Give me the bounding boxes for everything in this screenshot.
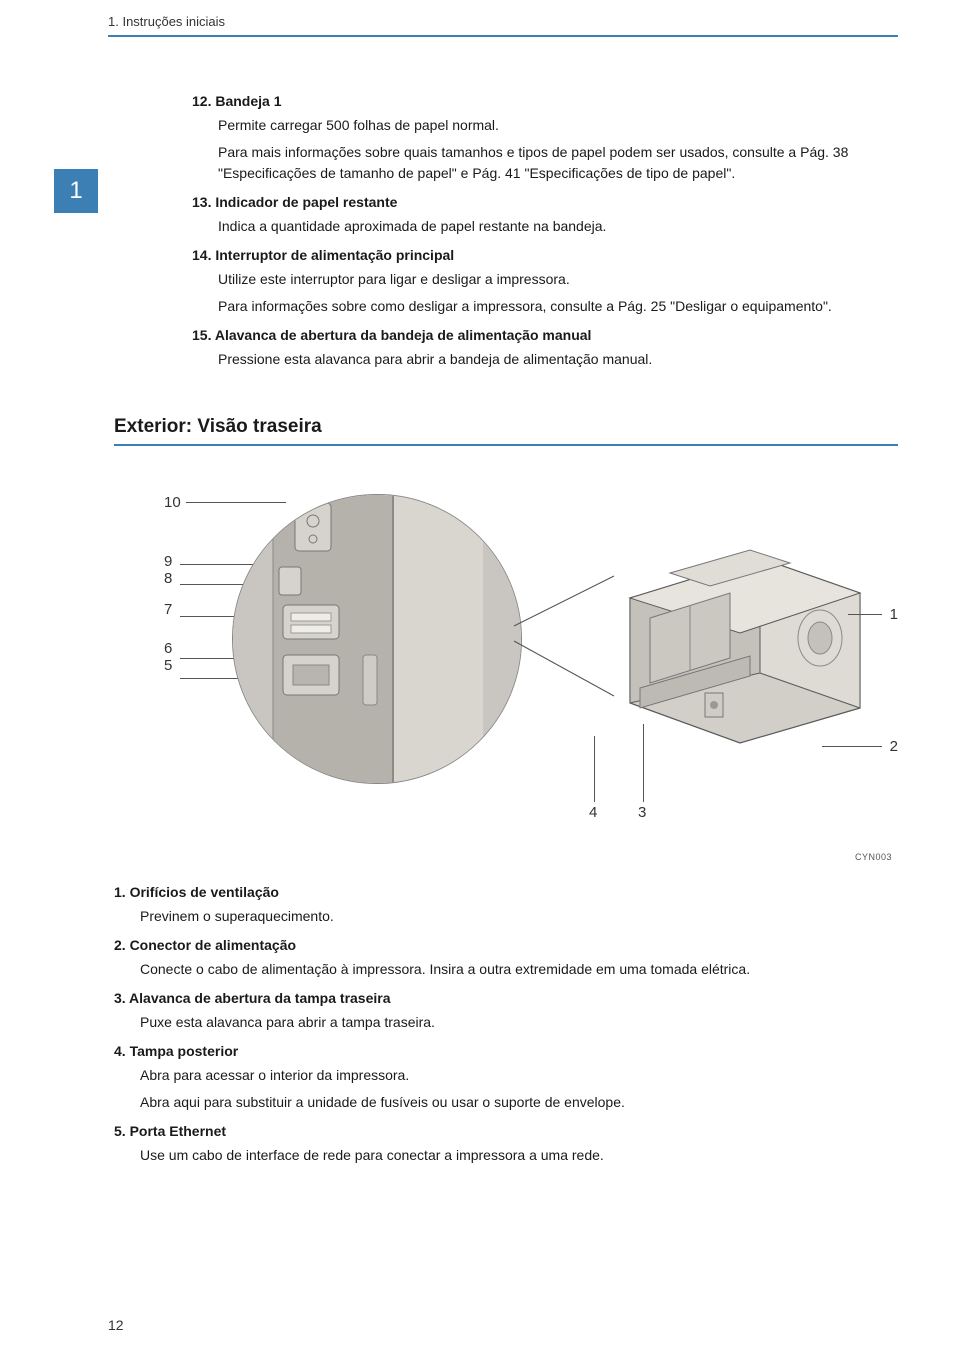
figure-left-labels: 10 9 8 7 6 5 bbox=[164, 494, 181, 678]
figure-connector bbox=[514, 546, 624, 656]
figure-label: 2 bbox=[890, 738, 898, 755]
item-title: 1. Orifícios de ventilação bbox=[114, 884, 898, 900]
figure-label: 3 bbox=[638, 804, 646, 821]
figure-label: 8 bbox=[164, 570, 181, 587]
item-body: Previnem o superaquecimento. bbox=[140, 906, 898, 927]
item-title: 5. Porta Ethernet bbox=[114, 1123, 898, 1139]
figure-label: 9 bbox=[164, 553, 181, 570]
item-title: 4. Tampa posterior bbox=[114, 1043, 898, 1059]
figure-detail-circle bbox=[232, 494, 522, 784]
item-list-top: 12. Bandeja 1 Permite carregar 500 folhas… bbox=[192, 93, 898, 370]
figure-label: 7 bbox=[164, 601, 181, 618]
leader-line bbox=[643, 724, 644, 802]
detail-illustration bbox=[233, 495, 522, 784]
item-body: Permite carregar 500 folhas de papel nor… bbox=[218, 115, 898, 136]
item-body: Abra para acessar o interior da impresso… bbox=[140, 1065, 898, 1086]
leader-line bbox=[186, 502, 286, 503]
figure-label: 4 bbox=[589, 804, 597, 821]
leader-line bbox=[822, 746, 882, 747]
item-body: Use um cabo de interface de rede para co… bbox=[140, 1145, 898, 1166]
chapter-number: 1 bbox=[69, 177, 82, 205]
item-body: Para mais informações sobre quais tamanh… bbox=[218, 142, 898, 184]
figure-label: 10 bbox=[164, 494, 181, 511]
section-heading-text: Exterior: Visão traseira bbox=[114, 416, 322, 437]
item-list-bottom: 1. Orifícios de ventilação Previnem o sup… bbox=[114, 884, 898, 1166]
page-header: 1. Instruções iniciais bbox=[0, 0, 960, 33]
figure-printer bbox=[610, 538, 870, 748]
item-body: Utilize este interruptor para ligar e de… bbox=[218, 269, 898, 290]
item-title: 15. Alavanca de abertura da bandeja de a… bbox=[192, 327, 898, 343]
breadcrumb: 1. Instruções iniciais bbox=[108, 14, 225, 29]
chapter-tab: 1 bbox=[54, 169, 98, 213]
figure-label: 1 bbox=[890, 606, 898, 623]
figure-label: 6 bbox=[164, 640, 181, 657]
item-body: Conecte o cabo de alimentação à impresso… bbox=[140, 959, 898, 980]
item-title: 13. Indicador de papel restante bbox=[192, 194, 898, 210]
leader-line bbox=[848, 614, 882, 615]
page-number: 12 bbox=[108, 1317, 124, 1333]
item-body: Abra aqui para substituir a unidade de f… bbox=[140, 1092, 898, 1113]
item-body: Puxe esta alavanca para abrir a tampa tr… bbox=[140, 1012, 898, 1033]
figure: 10 9 8 7 6 5 bbox=[114, 486, 898, 866]
header-rule bbox=[108, 35, 898, 37]
section-heading: Exterior: Visão traseira bbox=[114, 416, 898, 438]
figure-label: 5 bbox=[164, 657, 181, 674]
printer-illustration bbox=[610, 538, 870, 748]
item-body: Indica a quantidade aproximada de papel … bbox=[218, 216, 898, 237]
figure-code: CYN003 bbox=[855, 852, 892, 862]
item-body: Para informações sobre como desligar a i… bbox=[218, 296, 898, 317]
page-content: 12. Bandeja 1 Permite carregar 500 folhas… bbox=[192, 93, 898, 1166]
leader-line bbox=[594, 736, 595, 802]
item-body: Pressione esta alavanca para abrir a ban… bbox=[218, 349, 898, 370]
item-title: 3. Alavanca de abertura da tampa traseir… bbox=[114, 990, 898, 1006]
section-rule bbox=[114, 444, 898, 446]
item-title: 12. Bandeja 1 bbox=[192, 93, 898, 109]
item-title: 2. Conector de alimentação bbox=[114, 937, 898, 953]
item-title: 14. Interruptor de alimentação principal bbox=[192, 247, 898, 263]
